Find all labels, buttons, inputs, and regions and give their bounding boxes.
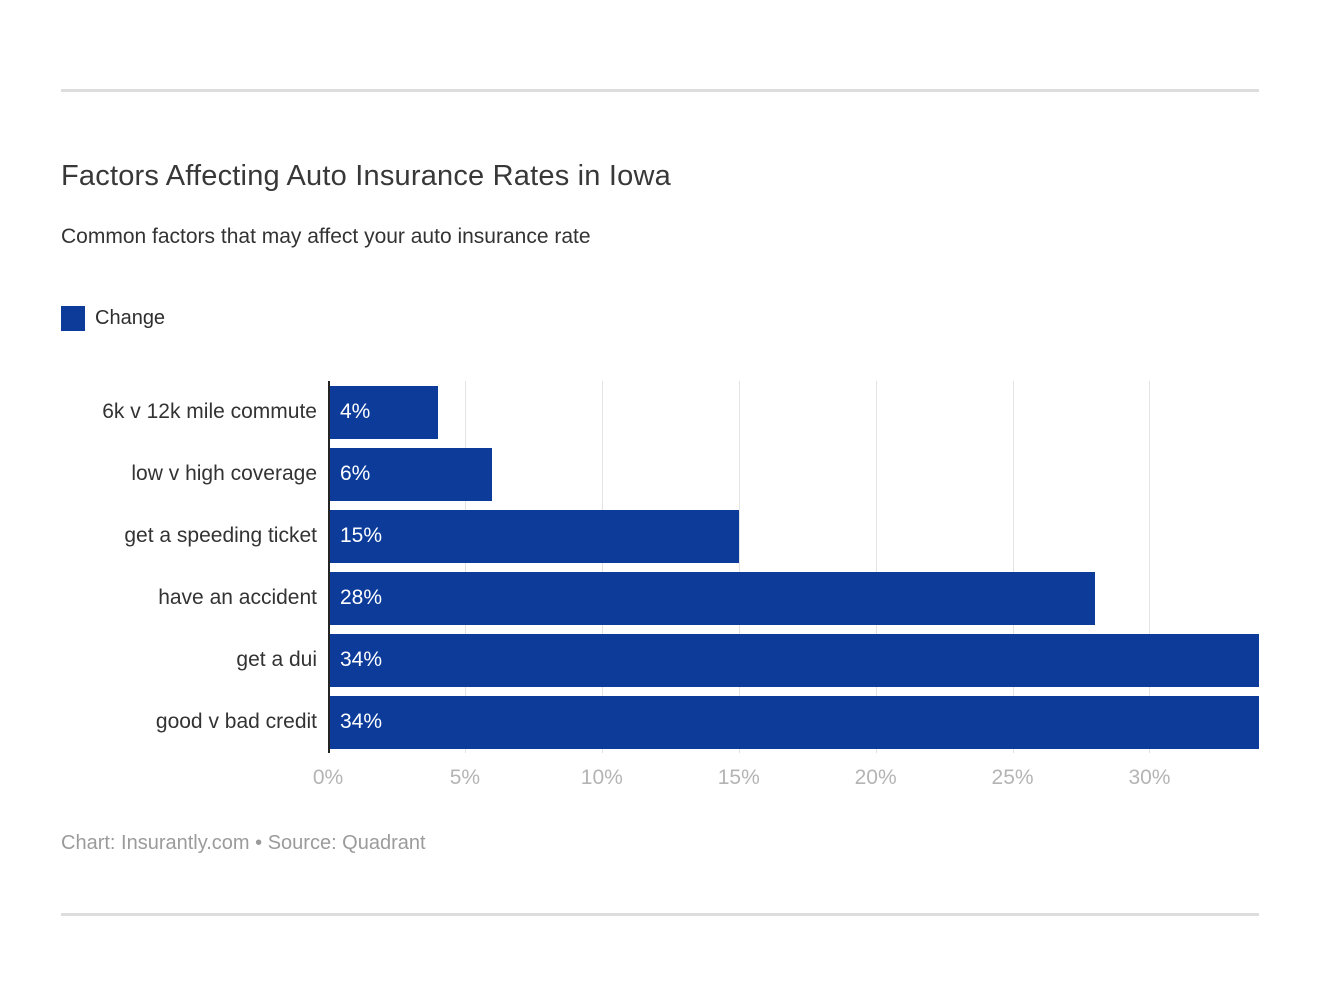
legend-swatch-change bbox=[61, 305, 85, 331]
bar-have-an-accident: 28% bbox=[328, 571, 1095, 625]
x-tick-label-20: 20% bbox=[854, 766, 897, 789]
category-label: 6k v 12k mile commute bbox=[102, 400, 317, 423]
gridline-15 bbox=[738, 381, 740, 753]
bar-6k-v-12k-mile-commute: 4% bbox=[328, 385, 438, 439]
legend-label: Change bbox=[95, 306, 166, 329]
bar-value-label: 6% bbox=[340, 462, 371, 485]
chart-legend: Change bbox=[61, 305, 1259, 331]
x-tick-label-5: 5% bbox=[449, 766, 481, 789]
category-label: low v high coverage bbox=[131, 462, 317, 485]
bar-value-label: 28% bbox=[340, 586, 383, 609]
category-label: have an accident bbox=[158, 586, 317, 609]
x-tick-label-30: 30% bbox=[1128, 766, 1171, 789]
x-tick-label-15: 15% bbox=[717, 766, 760, 789]
bar-row: 34% bbox=[328, 691, 1259, 753]
bar-get-a-dui: 34% bbox=[328, 633, 1259, 687]
category-labels-column: 6k v 12k mile commute low v high coverage… bbox=[61, 381, 328, 753]
x-axis: 0% 5% 10% 15% 20% 25% 30% bbox=[313, 753, 1259, 795]
bar-low-v-high-coverage: 6% bbox=[328, 447, 493, 501]
gridline-10 bbox=[601, 381, 603, 753]
gridline-5 bbox=[464, 381, 466, 753]
bar-value-label: 15% bbox=[340, 524, 383, 547]
y-axis-line bbox=[328, 381, 330, 753]
bar-row: 34% bbox=[328, 629, 1259, 691]
category-label: get a dui bbox=[236, 648, 317, 671]
gridline-30 bbox=[1149, 381, 1151, 753]
x-tick-label-25: 25% bbox=[991, 766, 1034, 789]
bar-rows-container: 4% 6% 15% 28% 34% 34% bbox=[328, 381, 1259, 753]
bottom-divider bbox=[61, 913, 1259, 916]
bar-row: 4% bbox=[328, 381, 1259, 443]
bar-row: 28% bbox=[328, 567, 1259, 629]
x-tick-label-10: 10% bbox=[580, 766, 623, 789]
gridline-20 bbox=[875, 381, 877, 753]
bar-value-label: 34% bbox=[340, 710, 383, 733]
bar-get-a-speeding-ticket: 15% bbox=[328, 509, 739, 563]
bar-chart: 6k v 12k mile commute low v high coverage… bbox=[61, 381, 1259, 795]
bar-row: 15% bbox=[328, 505, 1259, 567]
plot-area: 4% 6% 15% 28% 34% 34% bbox=[328, 381, 1259, 753]
chart-footer-attribution: Chart: Insurantly.com • Source: Quadrant bbox=[61, 832, 426, 854]
gridline-25 bbox=[1012, 381, 1014, 753]
category-label: get a speeding ticket bbox=[124, 524, 317, 547]
bar-value-label: 34% bbox=[340, 648, 383, 671]
bar-value-label: 4% bbox=[340, 400, 371, 423]
top-divider bbox=[61, 89, 1259, 92]
x-tick-label-0: 0% bbox=[312, 766, 344, 789]
chart-title: Factors Affecting Auto Insurance Rates i… bbox=[61, 160, 671, 192]
bar-row: 6% bbox=[328, 443, 1259, 505]
chart-subtitle: Common factors that may affect your auto… bbox=[61, 225, 591, 248]
category-label: good v bad credit bbox=[155, 710, 317, 733]
bar-good-v-bad-credit: 34% bbox=[328, 695, 1259, 749]
